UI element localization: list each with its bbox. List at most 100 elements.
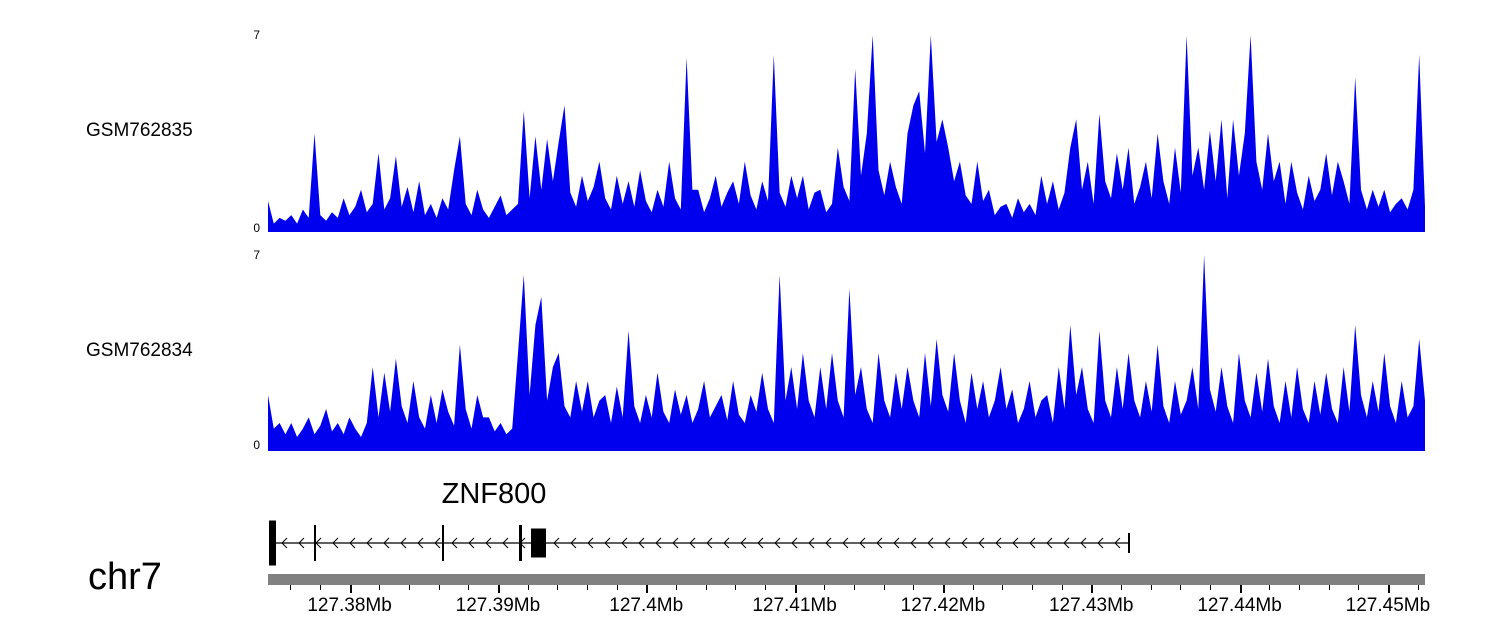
axis-minor-tick: [408, 585, 410, 590]
strand-arrow-left-icon: [825, 537, 832, 549]
axis-minor-tick: [764, 585, 766, 590]
axis-minor-tick: [883, 585, 885, 590]
axis-minor-tick: [972, 585, 974, 590]
axis-tick-label: 127.4Mb: [609, 595, 684, 616]
axis-minor-tick: [824, 585, 826, 590]
axis-tick-label: 127.43Mb: [1048, 595, 1134, 616]
track1-ymax-label: 7: [253, 28, 260, 42]
strand-arrow-left-icon: [1029, 537, 1036, 549]
axis-minor-tick: [290, 585, 292, 590]
axis-major-tick: [349, 585, 352, 593]
axis-major-tick: [646, 585, 649, 593]
axis-minor-tick: [468, 585, 470, 590]
strand-arrow-left-icon: [502, 537, 509, 549]
strand-arrow-left-icon: [706, 537, 713, 549]
gene-exon: [531, 528, 546, 558]
strand-arrow-left-icon: [995, 537, 1002, 549]
strand-arrow-left-icon: [298, 537, 305, 549]
strand-arrow-left-icon: [1063, 537, 1070, 549]
gene-exon: [442, 525, 444, 561]
axis-minor-tick: [735, 585, 737, 590]
coverage-track-gsm762834: [268, 255, 1425, 451]
axis-tick-label: 127.45Mb: [1345, 595, 1431, 616]
axis-minor-tick: [675, 585, 677, 590]
strand-arrow-left-icon: [927, 537, 934, 549]
coverage-track-gsm762835: [268, 35, 1425, 232]
axis-minor-tick: [1209, 585, 1211, 590]
strand-arrow-left-icon: [944, 537, 951, 549]
gene-end-bar: [1128, 533, 1130, 553]
track-label-gsm762834: GSM762834: [86, 340, 193, 361]
axis-tick-label: 127.39Mb: [455, 595, 541, 616]
strand-arrow-left-icon: [1046, 537, 1053, 549]
strand-arrow-left-icon: [859, 537, 866, 549]
strand-arrow-left-icon: [417, 537, 424, 549]
strand-arrow-left-icon: [978, 537, 985, 549]
strand-arrow-left-icon: [1012, 537, 1019, 549]
gene-exon: [269, 520, 276, 566]
axis-minor-tick: [853, 585, 855, 590]
axis-minor-tick: [616, 585, 618, 590]
strand-arrow-left-icon: [961, 537, 968, 549]
axis-minor-tick: [1061, 585, 1063, 590]
axis-minor-tick: [319, 585, 321, 590]
axis-tick-label: 127.42Mb: [900, 595, 986, 616]
strand-arrow-left-icon: [349, 537, 356, 549]
strand-arrow-left-icon: [910, 537, 917, 549]
strand-arrow-left-icon: [893, 537, 900, 549]
axis-major-tick: [497, 585, 500, 593]
strand-arrow-left-icon: [485, 537, 492, 549]
strand-arrow-left-icon: [383, 537, 390, 549]
track2-ymax-label: 7: [253, 248, 260, 262]
strand-arrow-left-icon: [876, 537, 883, 549]
strand-arrow-left-icon: [553, 537, 560, 549]
strand-arrow-left-icon: [1097, 537, 1104, 549]
strand-arrow-left-icon: [451, 537, 458, 549]
strand-arrow-left-icon: [468, 537, 475, 549]
track-label-gsm762835: GSM762835: [86, 120, 193, 141]
strand-arrow-left-icon: [757, 537, 764, 549]
axis-minor-tick: [1180, 585, 1182, 590]
axis-minor-tick: [1269, 585, 1271, 590]
chromosome-bar: [268, 574, 1425, 585]
strand-arrow-left-icon: [791, 537, 798, 549]
axis-minor-tick: [438, 585, 440, 590]
axis-minor-tick: [1002, 585, 1004, 590]
strand-arrow-left-icon: [604, 537, 611, 549]
axis-major-tick: [1091, 585, 1094, 593]
axis-minor-tick: [705, 585, 707, 590]
strand-arrow-left-icon: [808, 537, 815, 549]
gene-name-label: ZNF800: [441, 478, 547, 510]
chromosome-name-label: chr7: [88, 556, 162, 598]
axis-major-tick: [794, 585, 797, 593]
axis-major-tick: [1387, 585, 1390, 593]
axis-tick-label: 127.41Mb: [752, 595, 837, 616]
strand-arrow-left-icon: [587, 537, 594, 549]
strand-arrow-left-icon: [672, 537, 679, 549]
gene-exon: [314, 525, 316, 561]
axis-minor-tick: [1328, 585, 1330, 590]
axis-minor-tick: [557, 585, 559, 590]
coordinate-axis: 127.38Mb 127.39Mb 127.4Mb 127.41Mb 127.42Mb 1…: [268, 574, 1430, 636]
strand-arrow-left-icon: [281, 537, 288, 549]
axis-minor-tick: [379, 585, 381, 590]
track1-ymin-label: 0: [253, 221, 260, 235]
strand-arrow-left-icon: [366, 537, 373, 549]
strand-arrow-left-icon: [1114, 537, 1121, 549]
strand-arrow-left-icon: [740, 537, 747, 549]
coverage-area: [268, 255, 1425, 451]
axis-minor-tick: [1031, 585, 1033, 590]
strand-arrow-left-icon: [570, 537, 577, 549]
gene-model: [269, 520, 1130, 566]
strand-arrow-left-icon: [655, 537, 662, 549]
axis-minor-tick: [1150, 585, 1152, 590]
strand-arrow-left-icon: [434, 537, 441, 549]
strand-arrow-left-icon: [723, 537, 730, 549]
axis-minor-tick: [1298, 585, 1300, 590]
axis-minor-tick: [1358, 585, 1360, 590]
axis-minor-tick: [527, 585, 529, 590]
strand-arrow-left-icon: [842, 537, 849, 549]
axis-minor-tick: [1417, 585, 1419, 590]
strand-arrow-left-icon: [689, 537, 696, 549]
